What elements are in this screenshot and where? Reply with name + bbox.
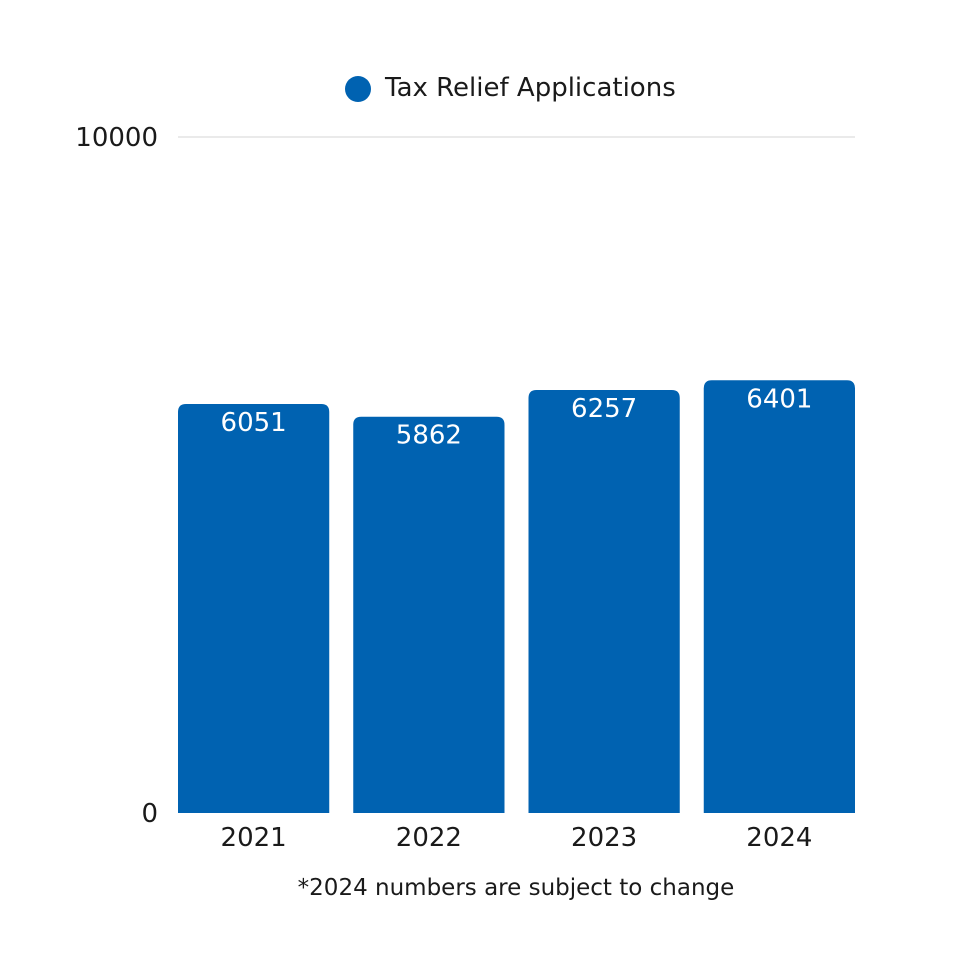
x-tick-label: 2024 [746,823,812,853]
bar-2022 [353,416,505,813]
bar-value-label: 5862 [396,421,462,451]
bars [178,380,855,813]
x-axis-labels: 2021 2022 2023 2024 [221,823,813,853]
x-tick-label: 2021 [221,823,287,853]
legend: Tax Relief Applications [345,73,676,103]
footnote: *2024 numbers are subject to change [298,875,735,901]
bar-value-labels: 6051 5862 6257 6401 [221,384,813,450]
x-tick-label: 2022 [396,823,462,853]
bar-value-label: 6051 [221,408,287,438]
y-tick-label: 10000 [75,123,158,153]
bar-2024 [703,380,855,813]
y-axis-labels: 0 10000 [75,123,158,829]
bar-2021 [178,403,330,813]
y-tick-label: 0 [141,799,158,829]
legend-swatch [345,76,371,102]
legend-label: Tax Relief Applications [384,73,676,103]
bar-value-label: 6257 [571,394,637,424]
bar-2023 [528,390,680,813]
bar-value-label: 6401 [746,384,812,414]
x-tick-label: 2023 [571,823,637,853]
